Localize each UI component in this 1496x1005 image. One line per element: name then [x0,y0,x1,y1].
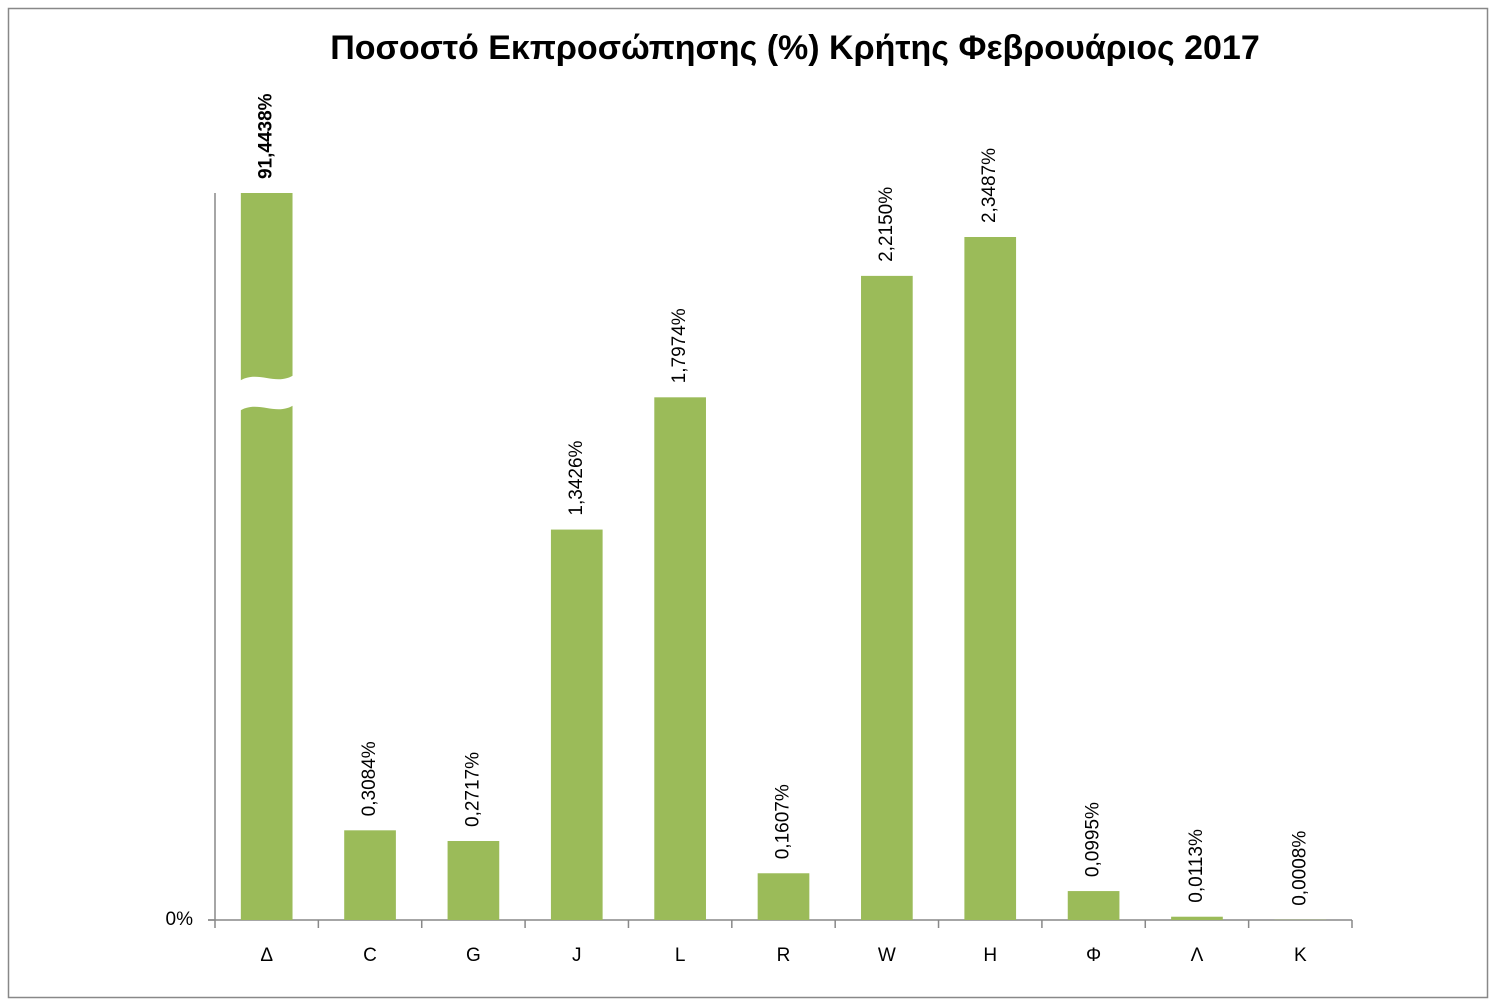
bar [240,193,293,920]
bar [654,397,706,921]
x-tick-label: K [1294,945,1307,966]
bar [447,840,500,920]
value-label: 0,0113% [1186,829,1207,903]
bar [344,830,396,920]
x-tick-label: R [777,945,791,966]
value-label: 0,0008% [1289,831,1310,906]
bar [964,236,1017,920]
chart-border [7,7,1489,999]
bar [1171,916,1223,920]
x-tick-label: Δ [260,945,273,966]
bar [1067,891,1120,920]
value-label: 0,3084% [359,741,380,816]
chart-title: Ποσοστό Εκπροσώπησης (%) Κρήτης Φεβρουάρ… [330,29,1260,67]
value-label: 2,3487% [979,148,1000,223]
bar [757,873,810,920]
value-label: 1,3426% [566,440,587,515]
x-tick-label: W [878,945,896,966]
x-tick-label: Φ [1086,945,1101,966]
value-label: 1,7974% [669,308,690,383]
value-label: 0,0995% [1083,802,1104,877]
x-tick-label: C [363,945,377,966]
bar [550,529,603,920]
value-label: 0,1607% [773,784,794,859]
axis-break [237,374,296,413]
x-tick-label: G [466,945,481,966]
x-tick-label: L [675,945,686,966]
x-tick-label: J [572,945,582,966]
x-tick-label: Λ [1191,945,1204,966]
y-tick-label: 0% [166,909,194,930]
value-label: 0,2717% [462,752,483,827]
x-tick-label: H [983,945,997,966]
value-label: 2,2150% [876,187,897,262]
value-label: 91,4438% [256,93,277,179]
bar [861,275,913,920]
